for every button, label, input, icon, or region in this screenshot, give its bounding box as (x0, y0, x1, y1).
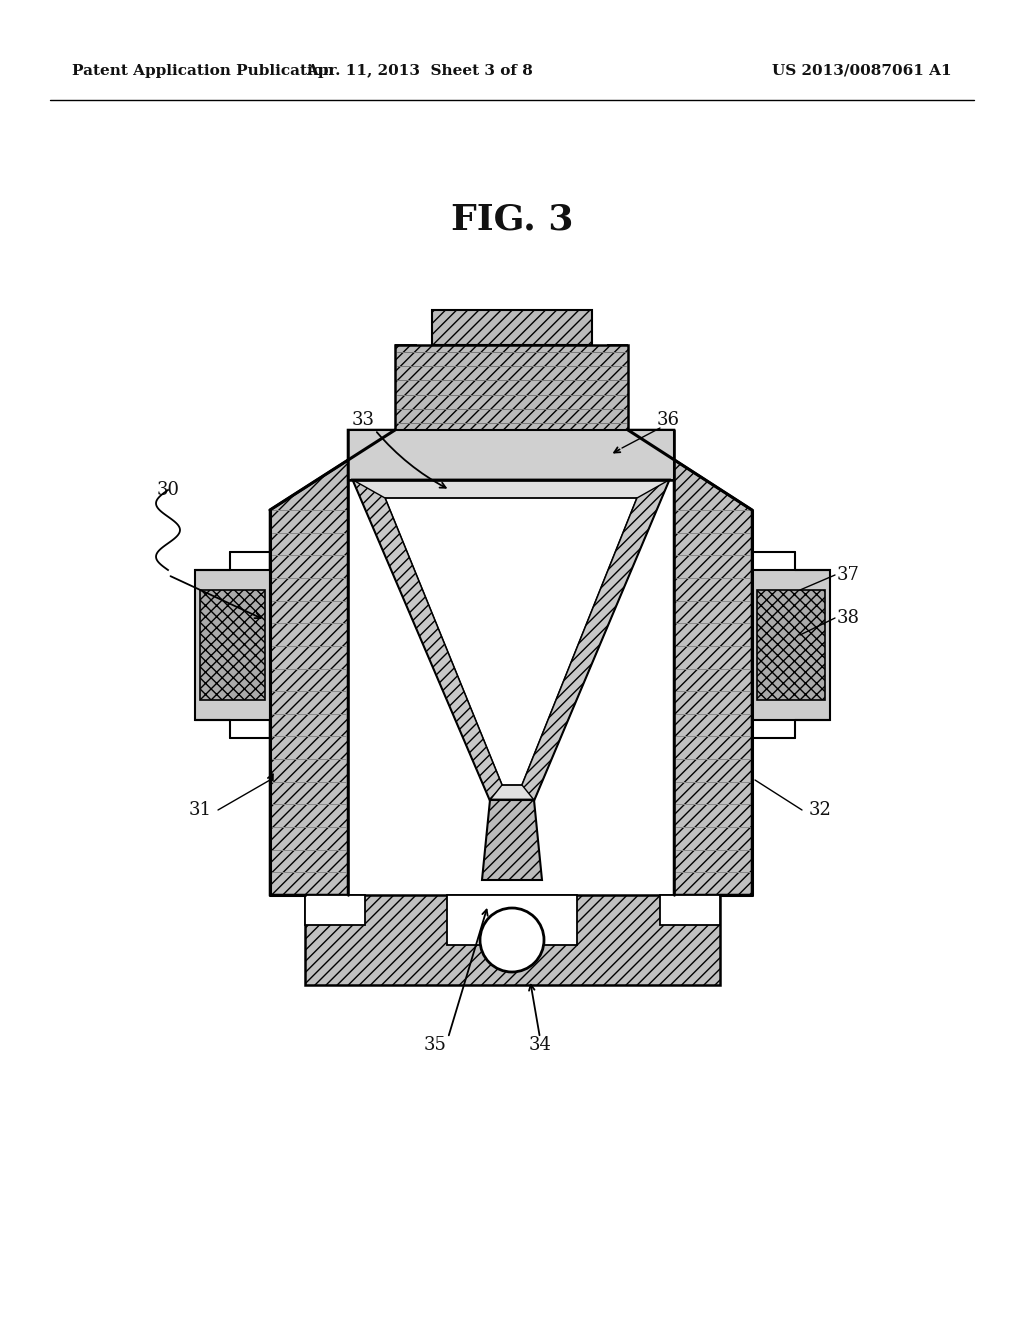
Polygon shape (305, 895, 720, 985)
Text: 32: 32 (809, 801, 831, 818)
Polygon shape (395, 345, 628, 430)
Polygon shape (447, 895, 577, 945)
Text: 31: 31 (188, 801, 212, 818)
Polygon shape (305, 895, 365, 925)
Text: Apr. 11, 2013  Sheet 3 of 8: Apr. 11, 2013 Sheet 3 of 8 (306, 63, 534, 78)
Text: 35: 35 (424, 1036, 446, 1053)
Polygon shape (432, 310, 592, 345)
Polygon shape (353, 480, 502, 800)
Polygon shape (385, 498, 637, 785)
Text: 34: 34 (528, 1036, 552, 1053)
Polygon shape (270, 430, 395, 895)
Text: 33: 33 (351, 411, 375, 429)
Polygon shape (522, 480, 669, 800)
Polygon shape (628, 430, 752, 895)
Text: 30: 30 (157, 480, 179, 499)
Polygon shape (353, 480, 669, 800)
Text: Patent Application Publication: Patent Application Publication (72, 63, 334, 78)
Text: 38: 38 (837, 609, 859, 627)
Polygon shape (752, 570, 830, 719)
Polygon shape (660, 895, 720, 925)
Text: US 2013/0087061 A1: US 2013/0087061 A1 (772, 63, 952, 78)
Text: 36: 36 (656, 411, 680, 429)
Text: FIG. 3: FIG. 3 (451, 203, 573, 238)
Polygon shape (348, 430, 674, 480)
Polygon shape (482, 800, 542, 880)
Polygon shape (195, 570, 270, 719)
Polygon shape (200, 590, 265, 700)
Text: 37: 37 (837, 566, 859, 583)
Circle shape (480, 908, 544, 972)
Polygon shape (348, 480, 674, 895)
Polygon shape (757, 590, 825, 700)
